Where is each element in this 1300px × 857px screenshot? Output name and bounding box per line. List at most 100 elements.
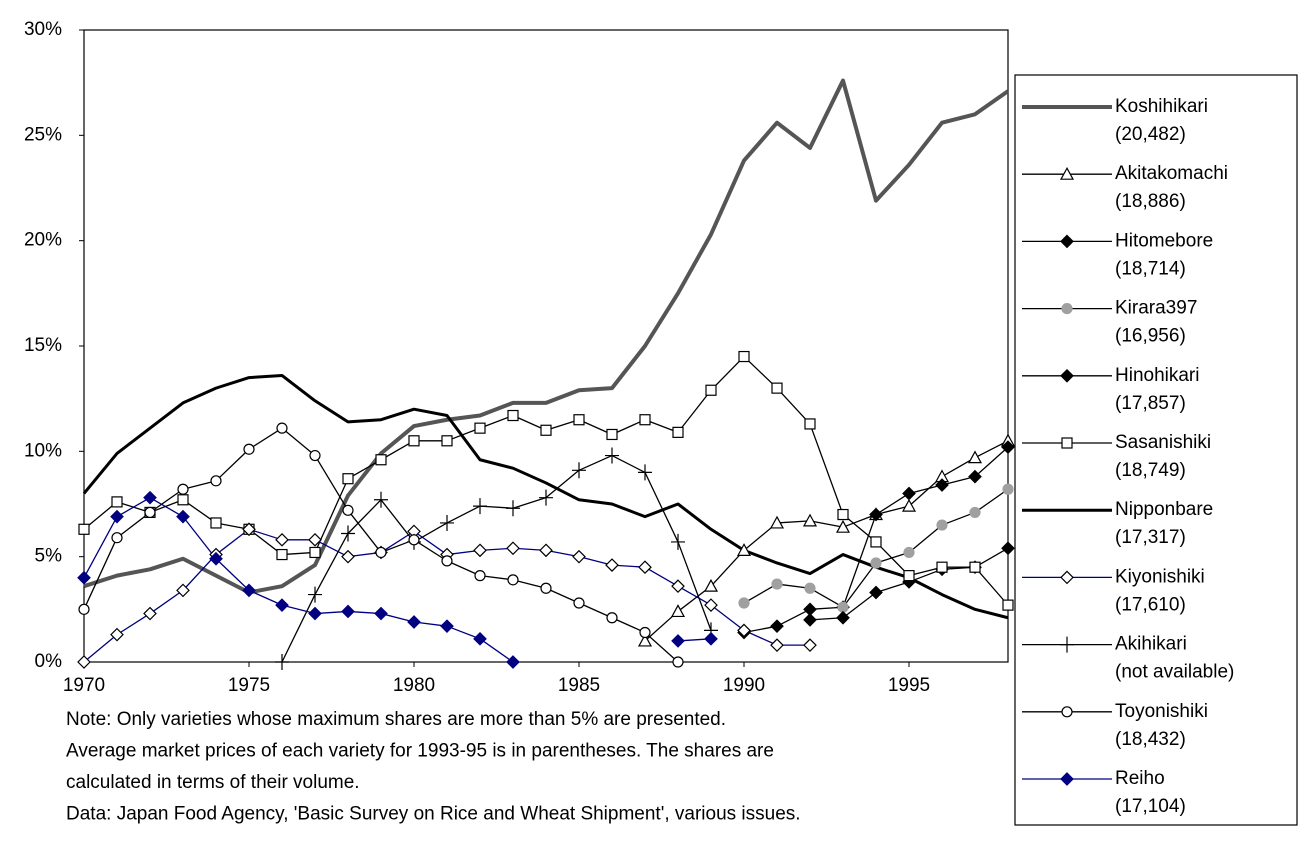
marker — [539, 489, 553, 506]
marker — [539, 543, 553, 558]
marker — [341, 604, 355, 619]
marker — [474, 422, 486, 434]
marker — [473, 543, 487, 558]
marker — [308, 532, 322, 547]
marker — [408, 435, 420, 447]
marker — [638, 464, 652, 481]
marker — [111, 496, 123, 508]
marker — [1001, 440, 1015, 454]
marker — [671, 533, 685, 550]
legend-note: (16,956) — [1115, 326, 1186, 347]
legend-label: Toyonishiki — [1115, 701, 1208, 722]
marker — [341, 525, 355, 542]
y-tick-label: 25% — [24, 124, 62, 145]
marker — [637, 633, 653, 647]
x-tick-label: 1995 — [888, 675, 930, 696]
marker — [111, 532, 123, 544]
marker — [606, 612, 618, 624]
series-line — [83, 78, 1010, 595]
marker — [804, 582, 816, 594]
series-line — [82, 373, 1009, 620]
marker — [869, 585, 883, 600]
marker — [671, 579, 685, 594]
series-line — [281, 454, 712, 663]
marker — [78, 603, 90, 615]
marker — [506, 541, 520, 556]
marker — [309, 449, 321, 462]
marker — [308, 606, 322, 621]
x-tick-label: 1985 — [558, 675, 600, 696]
marker — [473, 498, 487, 515]
marker — [769, 515, 785, 529]
marker — [902, 486, 916, 501]
marker — [572, 549, 586, 564]
marker — [869, 507, 883, 522]
x-tick-label: 1970 — [63, 675, 105, 696]
marker — [506, 500, 520, 517]
legend-marker — [1060, 772, 1074, 786]
marker — [507, 409, 519, 422]
marker — [242, 522, 256, 537]
legend-label: Koshihikari — [1115, 96, 1208, 117]
marker — [901, 498, 917, 512]
legend-label: Kiyonishiki — [1115, 566, 1205, 587]
marker — [143, 606, 157, 621]
marker — [935, 478, 949, 492]
marker — [210, 475, 222, 487]
marker — [969, 506, 981, 519]
marker — [736, 543, 752, 556]
legend-marker — [1061, 303, 1073, 315]
marker — [1001, 541, 1015, 556]
note: calculated in terms of their volume. — [66, 772, 360, 793]
legend-marker — [1061, 437, 1073, 449]
legend-marker — [1060, 636, 1074, 653]
legend-label: Hitomebore — [1115, 230, 1213, 251]
marker — [638, 560, 652, 575]
marker — [803, 638, 817, 652]
marker — [507, 574, 519, 586]
marker — [572, 462, 586, 479]
legend-note: (20,482) — [1115, 124, 1186, 145]
marker — [771, 382, 783, 394]
marker — [341, 549, 355, 564]
marker — [606, 428, 618, 441]
marker — [441, 435, 453, 447]
marker — [1002, 599, 1014, 611]
marker — [705, 384, 717, 396]
legend-note: (18,432) — [1115, 729, 1186, 750]
marker — [738, 350, 750, 363]
marker — [473, 631, 487, 646]
marker — [969, 561, 981, 573]
marker — [143, 490, 157, 505]
marker — [671, 634, 685, 648]
marker — [77, 570, 91, 585]
marker — [243, 443, 255, 455]
marker — [704, 598, 718, 612]
legend-note: (17,610) — [1115, 594, 1186, 615]
marker — [870, 536, 882, 548]
marker — [342, 504, 354, 516]
marker — [110, 627, 124, 642]
legend-note: (17,857) — [1115, 393, 1186, 414]
marker — [803, 613, 817, 627]
marker — [605, 558, 619, 572]
note: Data: Japan Food Agency, 'Basic Survey o… — [66, 804, 801, 825]
marker — [835, 519, 851, 533]
marker — [870, 557, 882, 569]
marker — [144, 506, 156, 519]
marker — [374, 606, 388, 621]
marker — [78, 523, 90, 535]
legend-label: Hinohikari — [1115, 365, 1199, 386]
marker — [1002, 483, 1014, 495]
marker — [209, 551, 223, 566]
legend-note: (18,714) — [1115, 258, 1186, 279]
marker — [242, 583, 256, 598]
marker — [936, 561, 948, 573]
marker — [276, 548, 288, 561]
legend-marker — [1061, 706, 1073, 718]
marker — [738, 597, 750, 609]
marker — [639, 626, 651, 639]
marker — [540, 582, 552, 594]
marker — [407, 615, 421, 629]
